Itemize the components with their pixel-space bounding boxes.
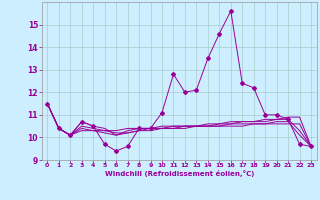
X-axis label: Windchill (Refroidissement éolien,°C): Windchill (Refroidissement éolien,°C) bbox=[105, 170, 254, 177]
